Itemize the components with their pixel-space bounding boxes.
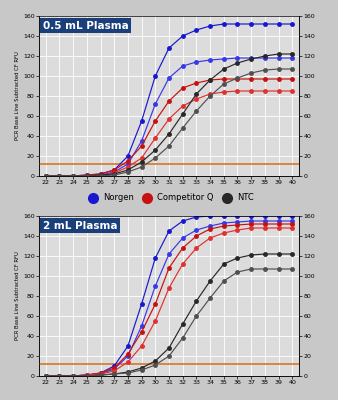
Text: 2 mL Plasma: 2 mL Plasma xyxy=(43,221,117,231)
Y-axis label: PCR Base Line Subtracted CF RFU: PCR Base Line Subtracted CF RFU xyxy=(15,52,20,140)
Y-axis label: PCR Base Line Subtracted CF RFU: PCR Base Line Subtracted CF RFU xyxy=(15,252,20,340)
Text: 0.5 mL Plasma: 0.5 mL Plasma xyxy=(43,21,128,31)
Legend: Norgen, Competitor Q, NTC: Norgen, Competitor Q, NTC xyxy=(81,190,257,206)
